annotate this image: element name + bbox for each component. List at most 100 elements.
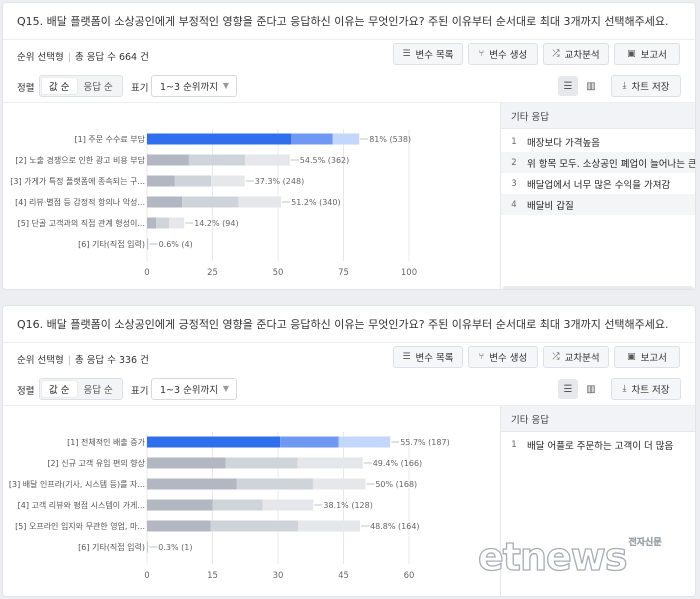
x-tick-label: 15 bbox=[207, 571, 218, 581]
logo-subtext: 전자신문 bbox=[628, 538, 662, 548]
cross-analysis-button[interactable]: ⤮ 교차분석 bbox=[543, 43, 609, 65]
bar-segment-rank-2[interactable] bbox=[147, 541, 148, 553]
rank-display-select[interactable]: 1~3 순위까지 ▼ bbox=[151, 378, 237, 400]
var-create-button[interactable]: ⑂ 변수 생성 bbox=[468, 346, 538, 368]
report-button[interactable]: ▣ 보고서 bbox=[614, 43, 680, 65]
x-tick-label: 45 bbox=[338, 571, 349, 581]
divider bbox=[3, 342, 695, 343]
item-number: 1 bbox=[511, 439, 517, 450]
bar-segment-rank-2[interactable] bbox=[280, 436, 339, 448]
category-label: [4] 고객 리뷰와 평점 시스템이 가게... bbox=[18, 500, 145, 510]
bar-segment-rank-1[interactable] bbox=[147, 133, 292, 145]
category-label: [5] 오프라인 입지와 무관한 영업, 마... bbox=[15, 521, 145, 531]
cross-analysis-button[interactable]: ⤮ 교차분석 bbox=[543, 346, 609, 368]
var-create-button[interactable]: ⑂ 변수 생성 bbox=[468, 43, 538, 65]
value-label: 48.8% (164) bbox=[370, 522, 419, 531]
sort-by-response-button[interactable]: 응답 순 bbox=[83, 385, 113, 396]
vertical-bar-view-button[interactable]: ▥ bbox=[581, 379, 601, 399]
item-text: 위 항목 모두. 소상공인 폐업이 늘어나는 큰 이유 중 하나 bbox=[527, 158, 696, 170]
bar-segment-rank-2[interactable] bbox=[210, 520, 299, 532]
other-responses-title: 기타 응답 bbox=[501, 406, 695, 432]
bar-segment-rank-3[interactable] bbox=[338, 436, 391, 448]
sort-toggle: 값 순 응답 순 bbox=[39, 75, 123, 97]
bar-segment-rank-1[interactable] bbox=[147, 217, 157, 229]
bar-segment-rank-1[interactable] bbox=[147, 154, 189, 166]
question-type: 순위 선택형 bbox=[17, 355, 64, 366]
bar-segment-rank-3[interactable] bbox=[238, 196, 282, 208]
list-item: 1 매장보다 가격높음 bbox=[501, 131, 695, 152]
divider bbox=[3, 102, 695, 103]
shuffle-icon: ⤮ bbox=[552, 49, 560, 59]
bar-segment-rank-1[interactable] bbox=[147, 196, 183, 208]
horizontal-scrollbar[interactable] bbox=[503, 286, 693, 289]
bar-segment-rank-2[interactable] bbox=[188, 154, 245, 166]
horizontal-bar-view-button[interactable]: ☰ bbox=[558, 76, 578, 96]
value-label: 38.1% (128) bbox=[323, 501, 372, 510]
vertical-bar-view-button[interactable]: ▥ bbox=[581, 76, 601, 96]
save-chart-button[interactable]: ⤓ 차트 저장 bbox=[611, 378, 681, 400]
sort-by-response-button[interactable]: 응답 순 bbox=[83, 82, 113, 93]
category-label: [6] 기타(직접 입력) bbox=[78, 542, 145, 552]
bar-segment-rank-1[interactable] bbox=[147, 436, 281, 448]
save-chart-label: 차트 저장 bbox=[631, 385, 670, 396]
bar-segment-rank-3[interactable] bbox=[211, 175, 245, 187]
ranking-bar-chart: 0 15 30 45 60 [1] 전체적인 배출 증가 55.7% (187) [2] 신규… bbox=[9, 432, 450, 581]
sort-by-value-button[interactable]: 값 순 bbox=[42, 381, 77, 397]
category-label: [1] 전체적인 배출 증가 bbox=[67, 437, 145, 447]
bar-segment-rank-1[interactable] bbox=[147, 520, 211, 532]
bar-segment-rank-3[interactable] bbox=[148, 238, 149, 250]
item-text: 매장보다 가격높음 bbox=[527, 137, 600, 149]
var-list-button[interactable]: ☰ 변수 목록 bbox=[393, 43, 463, 65]
download-icon: ⤓ bbox=[622, 384, 627, 394]
response-count: 총 응답 수 664 건 bbox=[74, 52, 149, 63]
cross-analysis-label: 교차분석 bbox=[564, 353, 600, 364]
x-tick-label: 60 bbox=[404, 571, 415, 581]
bar-segment-rank-2[interactable] bbox=[236, 478, 313, 490]
x-tick-label: 0 bbox=[144, 571, 149, 581]
bar-segment-rank-1[interactable] bbox=[147, 478, 237, 490]
category-label: [2] 노출 경쟁으로 인한 광고 비용 부담 bbox=[15, 155, 145, 165]
item-number: 4 bbox=[511, 199, 517, 210]
question-meta: 순위 선택형 | 총 응답 수 336 건 bbox=[17, 355, 149, 366]
bar-segment-rank-3[interactable] bbox=[332, 133, 360, 145]
bar-segment-rank-3[interactable] bbox=[262, 499, 314, 511]
bar-segment-rank-2[interactable] bbox=[182, 196, 239, 208]
bar-segment-rank-2[interactable] bbox=[147, 238, 149, 250]
bar-segment-rank-1[interactable] bbox=[147, 457, 226, 469]
bar-segment-rank-3[interactable] bbox=[312, 478, 366, 490]
list-icon: ☰ bbox=[402, 352, 411, 362]
value-label: 37.3% (248) bbox=[255, 177, 304, 186]
sort-by-value-button[interactable]: 값 순 bbox=[42, 78, 77, 94]
value-label: 55.7% (187) bbox=[400, 438, 449, 447]
report-button[interactable]: ▣ 보고서 bbox=[614, 346, 680, 368]
category-label: [2] 신규 고객 유입 편의 향상 bbox=[47, 458, 145, 468]
rank-display-select[interactable]: 1~3 순위까지 ▼ bbox=[151, 75, 237, 97]
response-count: 총 응답 수 336 건 bbox=[74, 355, 149, 366]
bar-segment-rank-1[interactable] bbox=[147, 238, 148, 250]
list-item: 2 위 항목 모두. 소상공인 폐업이 늘어나는 큰 이유 중 하나 bbox=[501, 152, 696, 173]
bar-segment-rank-2[interactable] bbox=[291, 133, 333, 145]
vertical-bar-icon: ▥ bbox=[586, 383, 596, 395]
bar-segment-rank-2[interactable] bbox=[212, 499, 263, 511]
bar-segment-rank-1[interactable] bbox=[147, 499, 213, 511]
bar-segment-rank-3[interactable] bbox=[244, 154, 290, 166]
report-label: 보고서 bbox=[640, 50, 667, 61]
var-list-button[interactable]: ☰ 변수 목록 bbox=[393, 346, 463, 368]
list-item: 3 배달업에서 너무 많은 수익을 가져감 bbox=[501, 173, 695, 194]
bar-segment-rank-1[interactable] bbox=[147, 175, 175, 187]
bar-segment-rank-3[interactable] bbox=[169, 217, 185, 229]
bar-segment-rank-2[interactable] bbox=[225, 457, 298, 469]
item-number: 1 bbox=[511, 136, 517, 147]
save-chart-button[interactable]: ⤓ 차트 저장 bbox=[611, 75, 681, 97]
bar-segment-rank-3[interactable] bbox=[147, 541, 149, 553]
horizontal-bar-view-button[interactable]: ☰ bbox=[558, 379, 578, 399]
bar-segment-rank-2[interactable] bbox=[156, 217, 170, 229]
bar-segment-rank-3[interactable] bbox=[298, 520, 361, 532]
bar-segment-rank-2[interactable] bbox=[174, 175, 212, 187]
bar-segment-rank-3[interactable] bbox=[297, 457, 363, 469]
bar-segment-rank-1[interactable] bbox=[147, 541, 148, 553]
display-label: 표기 bbox=[131, 386, 149, 397]
var-create-label: 변수 생성 bbox=[489, 353, 528, 364]
value-label: 0.3% (1) bbox=[158, 543, 192, 552]
report-icon: ▣ bbox=[627, 352, 636, 362]
